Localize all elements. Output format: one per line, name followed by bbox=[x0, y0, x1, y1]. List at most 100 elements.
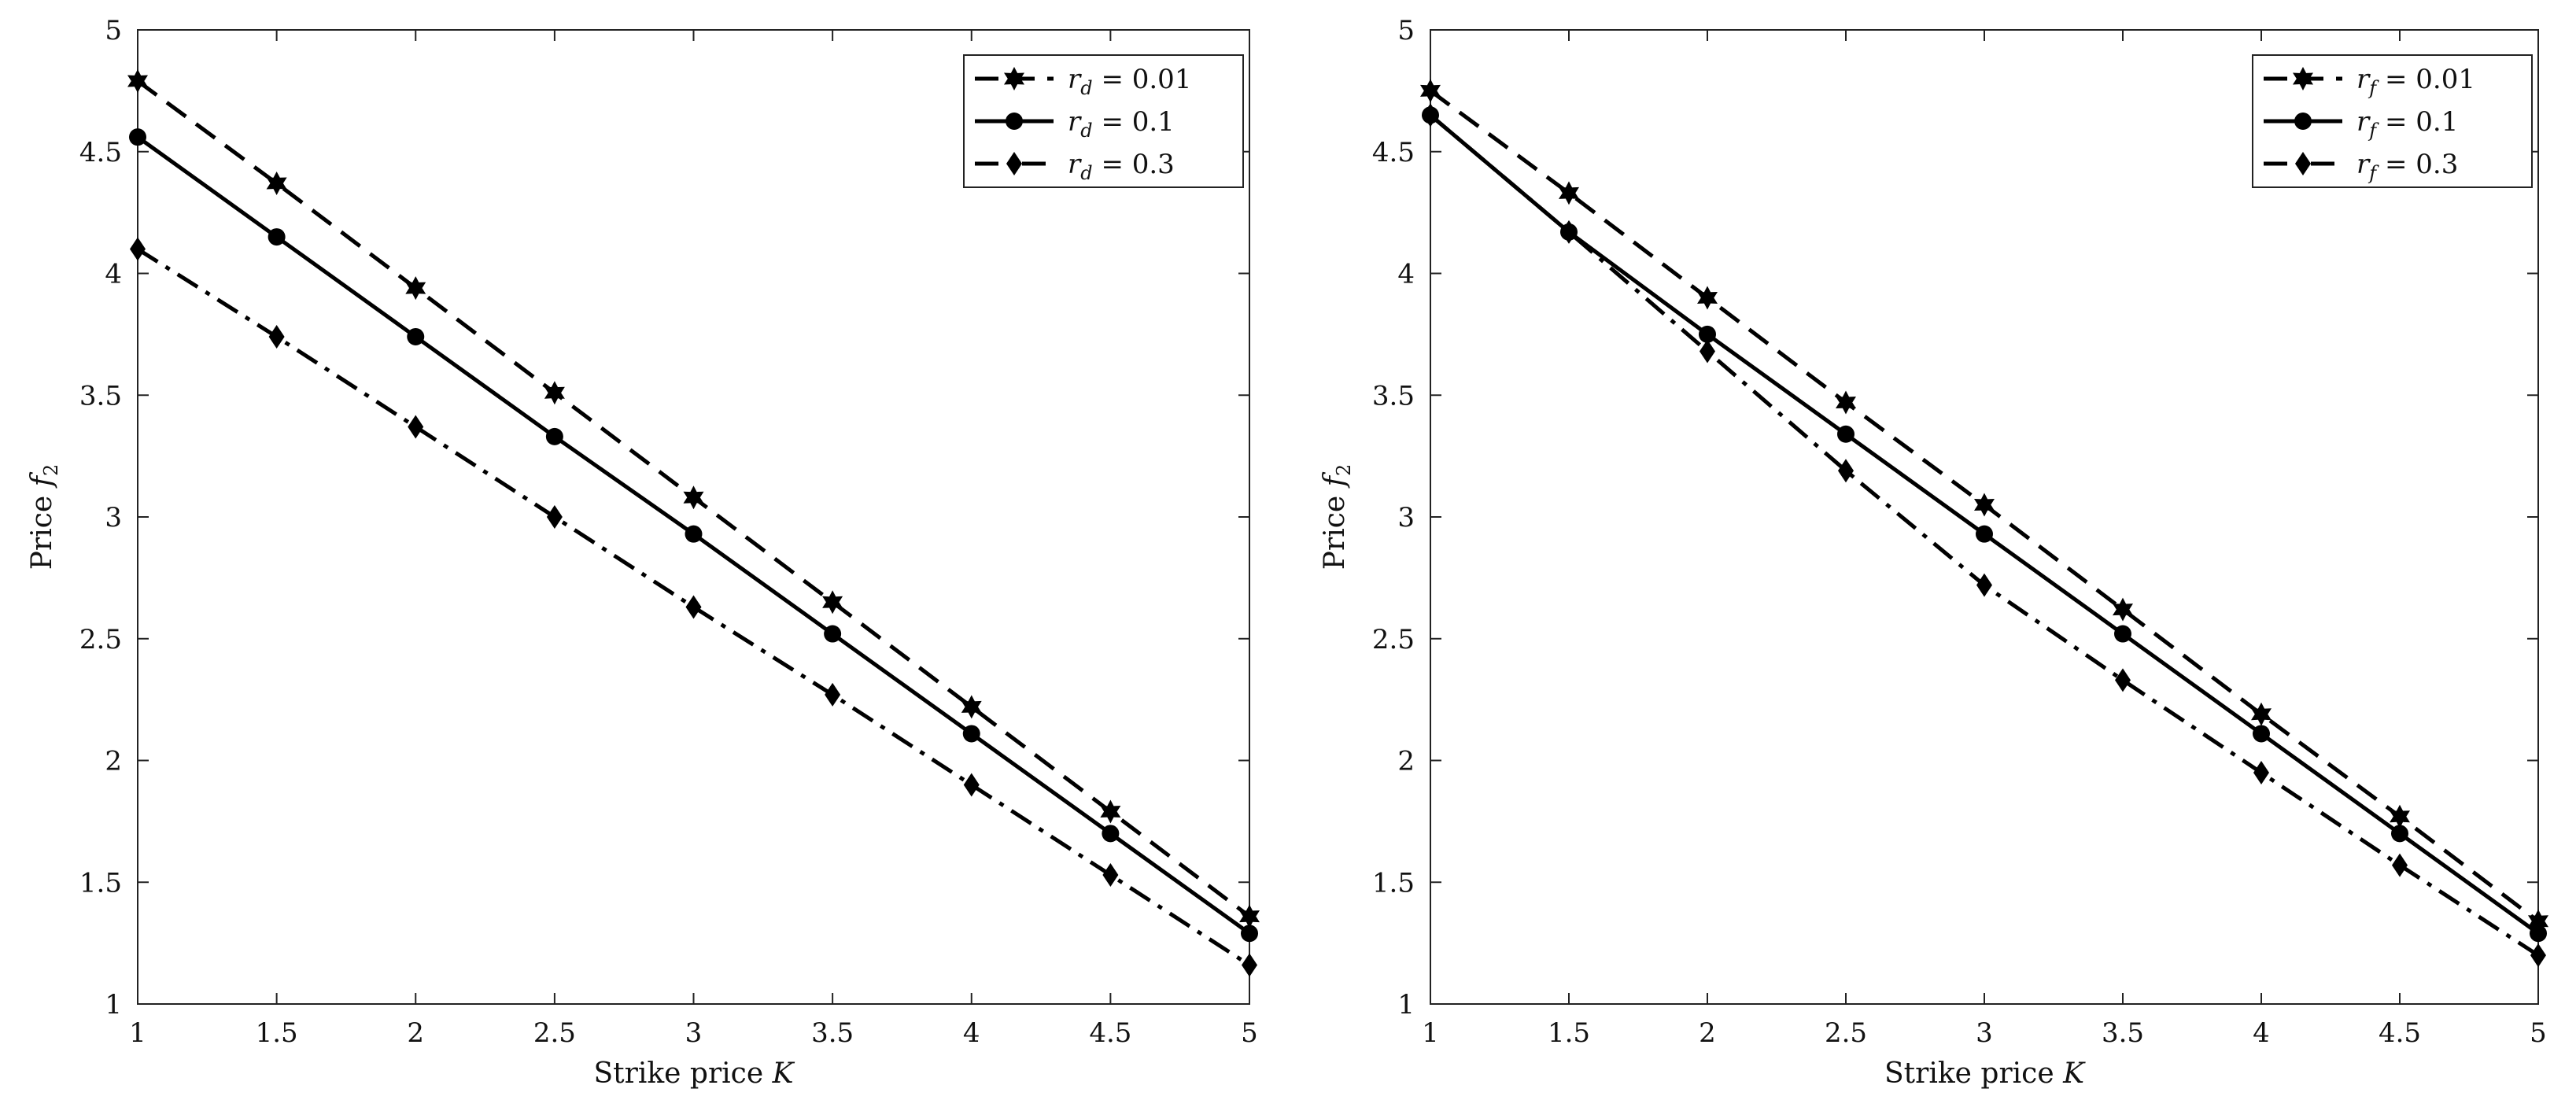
y-tick-label: 4.5 bbox=[1372, 137, 1415, 168]
y-tick-label: 1 bbox=[105, 989, 122, 1021]
data-point bbox=[2528, 909, 2548, 933]
y-tick-label: 3 bbox=[1397, 502, 1415, 533]
series-3 bbox=[130, 237, 1257, 977]
x-tick-label: 4 bbox=[2253, 1017, 2270, 1049]
data-point bbox=[1699, 339, 1715, 364]
legend-entry: rd = 0.01 bbox=[1068, 64, 1191, 99]
data-point bbox=[1239, 904, 1260, 928]
x-tick-label: 3.5 bbox=[811, 1017, 854, 1049]
data-point bbox=[1837, 425, 1854, 443]
data-point bbox=[822, 590, 843, 615]
y-tick-label: 2.5 bbox=[79, 624, 122, 655]
data-point bbox=[2392, 853, 2408, 877]
x-tick-label: 1 bbox=[129, 1017, 146, 1049]
data-point bbox=[2391, 825, 2408, 843]
legend: rf = 0.01 rf = 0.1 rf = 0.3 bbox=[2252, 54, 2533, 188]
data-point bbox=[2251, 702, 2272, 726]
data-point bbox=[127, 69, 148, 93]
data-point bbox=[544, 381, 565, 405]
series-2 bbox=[129, 128, 1258, 943]
legend-marker bbox=[2295, 152, 2311, 175]
data-point bbox=[268, 324, 285, 349]
y-tick-label: 1 bbox=[1397, 989, 1415, 1021]
data-point bbox=[1559, 181, 1579, 205]
data-point bbox=[1976, 573, 1992, 597]
data-point bbox=[683, 485, 704, 510]
legend-entry: rd = 0.1 bbox=[1068, 106, 1175, 142]
legend-entry: rf = 0.1 bbox=[2356, 106, 2458, 142]
data-point bbox=[1838, 459, 1854, 483]
x-tick-label: 2.5 bbox=[1825, 1017, 1867, 1049]
data-point bbox=[2114, 625, 2131, 643]
legend-entry: rf = 0.3 bbox=[2356, 149, 2458, 184]
data-point bbox=[268, 228, 286, 246]
y-tick-label: 3 bbox=[105, 502, 122, 533]
legend-marker bbox=[2294, 113, 2312, 130]
x-tick-label: 5 bbox=[2530, 1017, 2547, 1049]
x-tick-label: 1.5 bbox=[256, 1017, 298, 1049]
data-point bbox=[962, 725, 980, 743]
data-point bbox=[2113, 597, 2133, 622]
x-tick-label: 3 bbox=[685, 1017, 703, 1049]
y-tick-label: 5 bbox=[105, 15, 122, 46]
data-point bbox=[2390, 804, 2410, 829]
x-axis-label: Strike price K bbox=[1884, 1057, 2086, 1090]
y-tick-label: 2 bbox=[1397, 746, 1415, 777]
data-point bbox=[685, 525, 703, 543]
legend-entry: rd = 0.3 bbox=[1068, 149, 1175, 184]
x-tick-label: 2 bbox=[1699, 1017, 1716, 1049]
x-tick-label: 5 bbox=[1241, 1017, 1258, 1049]
legend: rd = 0.01 rd = 0.1 rd = 0.3 bbox=[963, 54, 1244, 188]
data-point bbox=[1976, 525, 1993, 543]
x-tick-label: 3.5 bbox=[2102, 1017, 2144, 1049]
x-tick-label: 4.5 bbox=[2379, 1017, 2421, 1049]
data-point bbox=[825, 682, 841, 707]
data-point bbox=[1102, 862, 1119, 887]
series-2 bbox=[1422, 106, 2547, 943]
data-point bbox=[408, 415, 424, 439]
x-tick-label: 1 bbox=[1422, 1017, 1439, 1049]
data-point bbox=[1699, 325, 1716, 343]
y-tick-label: 4 bbox=[105, 259, 122, 290]
data-point bbox=[1561, 220, 1577, 244]
data-point bbox=[1242, 953, 1257, 977]
x-axis-label: Strike price K bbox=[594, 1057, 795, 1090]
data-point bbox=[1420, 79, 1441, 103]
data-point bbox=[2115, 668, 2131, 692]
x-tick-label: 4.5 bbox=[1089, 1017, 1131, 1049]
y-tick-label: 1.5 bbox=[79, 867, 122, 899]
y-tick-label: 5 bbox=[1397, 15, 1415, 46]
data-point bbox=[685, 595, 702, 619]
series-line bbox=[1429, 113, 2540, 936]
legend-entry: rf = 0.01 bbox=[2356, 64, 2475, 99]
series-3 bbox=[1423, 103, 2546, 968]
x-tick-label: 2.5 bbox=[533, 1017, 576, 1049]
x-tick-label: 3 bbox=[1976, 1017, 1993, 1049]
data-point bbox=[1836, 390, 1856, 415]
data-point bbox=[1100, 799, 1121, 824]
y-tick-label: 4.5 bbox=[79, 137, 122, 168]
data-point bbox=[1241, 925, 1258, 943]
data-point bbox=[545, 427, 563, 445]
data-point bbox=[1423, 103, 1438, 127]
data-point bbox=[824, 625, 842, 643]
legend-marker bbox=[2293, 67, 2313, 90]
y-tick-label: 2 bbox=[105, 746, 122, 777]
y-tick-label: 3.5 bbox=[1372, 380, 1415, 412]
x-tick-label: 4 bbox=[963, 1017, 980, 1049]
legend-marker bbox=[1006, 152, 1022, 175]
data-point bbox=[2253, 725, 2270, 743]
data-point bbox=[2530, 925, 2547, 943]
y-axis-label: Price f2 bbox=[1319, 464, 1355, 570]
legend-marker bbox=[1006, 113, 1023, 130]
y-tick-label: 4 bbox=[1397, 259, 1415, 290]
x-tick-label: 2 bbox=[407, 1017, 424, 1049]
data-point bbox=[130, 237, 146, 261]
x-tick-label: 1.5 bbox=[1548, 1017, 1590, 1049]
chart-panel-2: 1 1.5 2 2.5 3 3.5 4 4.5 5 1 1.5 2 2.5 3 3.5 4 4.5 5 Strike… bbox=[1319, 15, 2548, 1090]
series-1 bbox=[1420, 79, 2548, 933]
data-point bbox=[2530, 943, 2546, 968]
y-axis-label: Price f2 bbox=[26, 464, 62, 570]
data-point bbox=[407, 327, 425, 345]
